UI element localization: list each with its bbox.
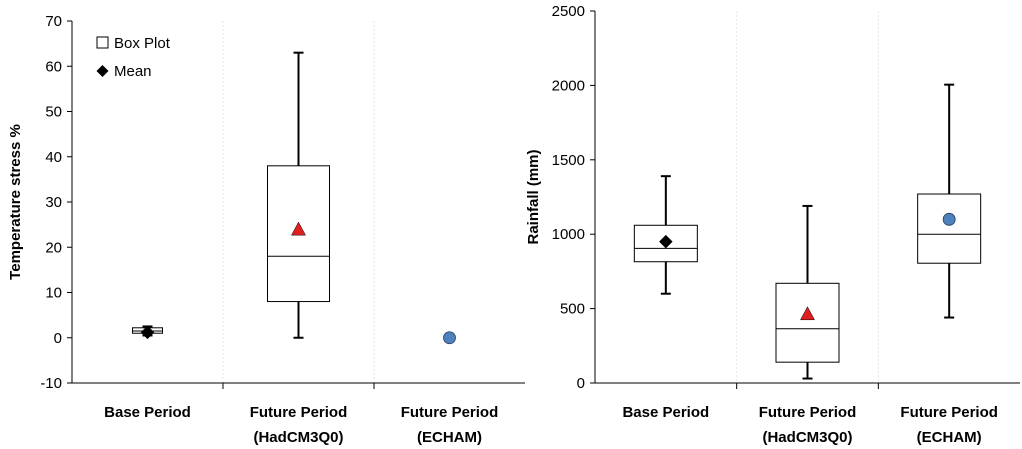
category-label: Future Period — [759, 404, 857, 421]
y-tick-label: 70 — [45, 13, 62, 30]
y-tick-label: 0 — [54, 330, 62, 347]
category-label: Future Period — [401, 404, 499, 421]
category-label: (HadCM3Q0) — [253, 429, 343, 446]
category-label: Base Period — [104, 404, 191, 421]
category-label: Base Period — [622, 404, 709, 421]
box-group — [443, 331, 456, 345]
y-tick-label: 40 — [45, 149, 62, 166]
y-tick-label: 0 — [577, 375, 585, 392]
legend-label: Box Plot — [114, 35, 171, 52]
legend-label: Mean — [114, 63, 152, 80]
y-tick-label: 10 — [45, 285, 62, 302]
category-label: Future Period — [900, 404, 998, 421]
y-axis-title: Temperature stress % — [7, 124, 24, 280]
y-tick-label: -10 — [40, 375, 62, 392]
box-group — [267, 51, 330, 339]
y-tick-label: 50 — [45, 104, 62, 121]
legend-box-swatch — [96, 36, 109, 49]
legend-mean-swatch — [96, 65, 109, 77]
y-tick-label: 20 — [45, 239, 62, 256]
box-group — [132, 325, 163, 340]
box-group — [775, 204, 840, 380]
y-tick-label: 30 — [45, 194, 62, 211]
y-axis-title: Rainfall (mm) — [525, 149, 542, 244]
box-group — [917, 83, 982, 319]
category-label: (ECHAM) — [917, 429, 982, 446]
y-tick-label: 2000 — [552, 77, 585, 94]
y-tick-label: 1500 — [552, 152, 585, 169]
y-tick-label: 60 — [45, 58, 62, 75]
chart-2: 0 500 1000 1500 2000 2500 Rainfall (mm) Base Pe… — [525, 3, 1020, 446]
category-label: Future Period — [250, 404, 348, 421]
mean-marker-triangle — [800, 306, 815, 321]
legend: Box Plot Mean — [96, 35, 171, 80]
mean-marker-circle — [942, 212, 956, 226]
y-tick-label: 500 — [560, 301, 585, 318]
mean-marker-diamond — [658, 234, 673, 249]
mean-marker-circle — [443, 331, 456, 345]
mean-marker-diamond — [140, 325, 155, 340]
mean-marker-triangle — [291, 221, 306, 236]
y-tick-label: 1000 — [552, 226, 585, 243]
iqr-box — [775, 282, 840, 363]
category-label: (ECHAM) — [417, 429, 482, 446]
chart-1: -10 0 10 20 30 40 50 60 70 Temperature stress % Ba… — [7, 13, 525, 446]
y-tick-label: 2500 — [552, 3, 585, 20]
category-label: (HadCM3Q0) — [762, 429, 852, 446]
iqr-box — [917, 193, 982, 264]
box-group — [633, 175, 698, 295]
